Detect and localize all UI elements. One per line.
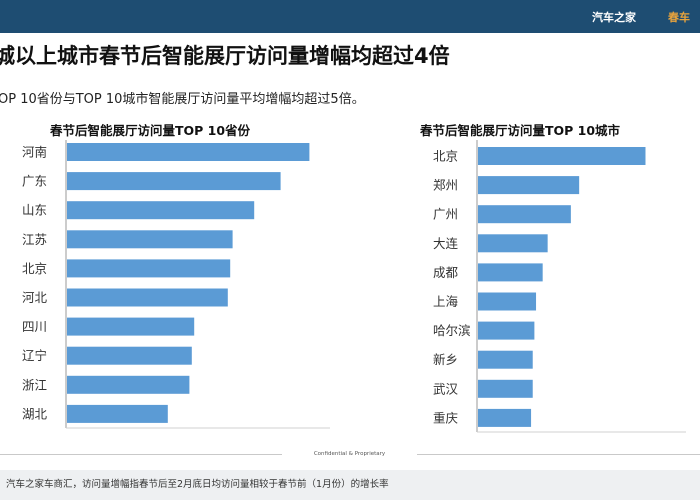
bar — [67, 317, 195, 336]
bar — [67, 375, 190, 394]
bar — [478, 408, 532, 427]
category-label: 河南 — [22, 145, 47, 160]
province-chart-title: 春节后智能展厅访问量TOP 10省份 — [50, 123, 251, 138]
category-label: 新乡 — [433, 352, 458, 367]
bar — [478, 147, 646, 165]
category-label: 成都 — [433, 265, 459, 280]
bar — [478, 234, 548, 253]
category-label: 浙江 — [22, 377, 47, 392]
category-label: 大连 — [433, 236, 459, 251]
category-label: 广东 — [22, 174, 47, 189]
category-label: 上海 — [433, 294, 459, 309]
category-label: 广州 — [433, 207, 458, 222]
bar — [478, 350, 533, 369]
category-label: 北京 — [433, 149, 458, 164]
brand-accent-logo: 春车 — [668, 11, 690, 24]
page-title: 城以上城市春节后智能展厅访问量增幅均超过4倍 — [0, 44, 450, 68]
bar — [67, 288, 228, 307]
category-label: 辽宁 — [22, 348, 47, 363]
bar — [67, 404, 168, 423]
bar — [67, 346, 192, 365]
category-label: 山东 — [22, 203, 47, 218]
bar — [478, 292, 537, 311]
category-label: 郑州 — [433, 178, 458, 193]
category-label: 四川 — [22, 319, 47, 334]
confidential-label: Confidential & Proprietary — [282, 449, 417, 459]
category-label: 哈尔滨 — [433, 323, 471, 338]
city-chart-title: 春节后智能展厅访问量TOP 10城市 — [420, 123, 621, 138]
brand-logo: 汽车之家 — [592, 11, 636, 24]
bar — [478, 379, 533, 398]
bar — [478, 205, 571, 224]
top-bar — [0, 0, 700, 33]
page-subtitle: OP 10省份与TOP 10城市智能展厅访问量平均增幅均超过5倍。 — [0, 92, 365, 107]
bar — [478, 176, 580, 195]
category-label: 重庆 — [433, 410, 459, 425]
bar — [478, 321, 535, 340]
bar — [67, 201, 255, 220]
bar — [67, 143, 310, 161]
bar — [478, 263, 543, 282]
footer-bar — [0, 470, 700, 500]
category-label: 河北 — [22, 290, 48, 305]
category-label: 湖北 — [22, 406, 48, 421]
category-label: 江苏 — [22, 232, 47, 247]
bar — [67, 230, 233, 249]
category-label: 武汉 — [433, 381, 459, 396]
category-label: 北京 — [22, 261, 47, 276]
bar — [67, 259, 231, 278]
footnote: 汽车之家车商汇，访问量增幅指春节后至2月底日均访问量相较于春节前（1月份）的增长… — [6, 479, 389, 490]
bar — [67, 172, 281, 191]
